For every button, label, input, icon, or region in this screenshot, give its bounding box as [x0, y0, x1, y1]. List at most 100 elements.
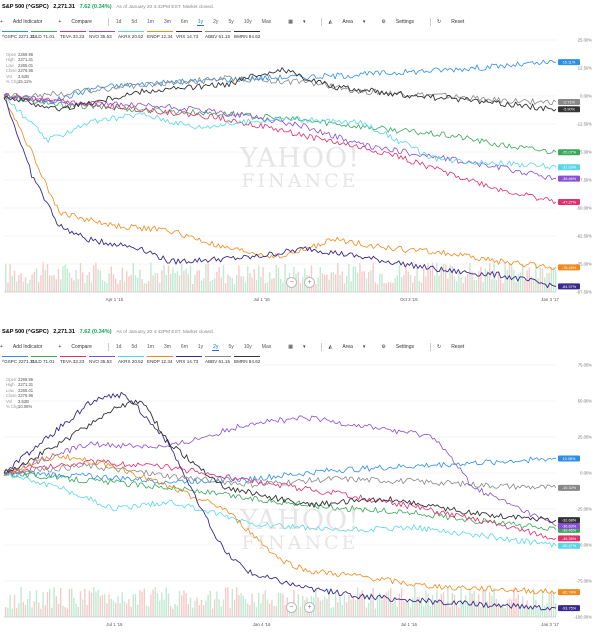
- legend-item-nvo[interactable]: NVO 35.53: [89, 31, 115, 41]
- compare-button[interactable]: + Compare: [58, 19, 100, 25]
- volume-bar: [64, 607, 66, 617]
- legend-item-abbv[interactable]: ABBV 61.15: [205, 31, 231, 41]
- range-button-max[interactable]: Max: [261, 19, 272, 25]
- legend-item-vrx[interactable]: VRX 14.73: [176, 356, 202, 366]
- volume-bar: [62, 605, 64, 617]
- volume-bar: [137, 277, 139, 292]
- volume-bar: [86, 605, 88, 617]
- symbol-label: S&P 500 (^GSPC): [2, 4, 49, 10]
- y-tick-label: -100.00%: [574, 615, 592, 620]
- legend-item-akrx[interactable]: AKRX 20.52: [118, 356, 144, 366]
- volume-bar: [284, 263, 286, 292]
- range-button-2y[interactable]: 2y: [212, 344, 220, 351]
- volume-bar: [414, 275, 416, 292]
- volume-bar: [20, 273, 22, 292]
- volume-bar: [178, 275, 181, 292]
- range-button-5y[interactable]: 5y: [228, 344, 234, 350]
- volume-bar: [500, 279, 502, 292]
- range-button-6m[interactable]: 6m: [180, 344, 188, 350]
- end-label-teva: -47.27%: [558, 198, 580, 205]
- legend-item-abbv[interactable]: ABBV 61.15: [205, 356, 231, 366]
- volume-bar: [203, 605, 205, 617]
- range-button-5y[interactable]: 5y: [228, 19, 234, 25]
- volume-bar: [403, 274, 405, 292]
- legend-item-endp[interactable]: ENDP 12.34: [147, 31, 173, 41]
- range-button-1d[interactable]: 1d: [115, 19, 122, 25]
- volume-bar: [233, 283, 236, 292]
- volume-bar: [396, 606, 398, 617]
- scroll-right-button[interactable]: +: [304, 277, 315, 288]
- legend-item-bmrn[interactable]: BMRN 84.62: [234, 356, 260, 366]
- range-button-3m[interactable]: 3m: [163, 344, 171, 350]
- legend-item-teva[interactable]: TEVA 33.23: [60, 31, 86, 41]
- range-button-1m[interactable]: 1m: [147, 344, 154, 350]
- scroll-right-button[interactable]: +: [304, 602, 315, 613]
- volume-bar: [414, 587, 416, 617]
- ohlc-label: High: [6, 57, 15, 63]
- volume-bar: [280, 279, 282, 292]
- legend-item-endp[interactable]: ENDP 12.34: [147, 356, 173, 366]
- range-button-10y[interactable]: 10y: [243, 344, 252, 350]
- reset-button[interactable]: ↻ Reset: [437, 344, 472, 350]
- range-button-6m[interactable]: 6m: [180, 19, 188, 25]
- volume-bar: [273, 278, 275, 292]
- legend-item-teva[interactable]: TEVA 33.23: [60, 356, 86, 366]
- range-button-10y[interactable]: 10y: [243, 19, 252, 25]
- range-button-1y[interactable]: 1y: [196, 19, 205, 26]
- volume-bar: [57, 268, 60, 292]
- chart-type-button[interactable]: ◭ Area ▾: [328, 19, 373, 25]
- settings-button[interactable]: ⚙ Settings: [381, 19, 422, 25]
- volume-bar: [390, 282, 392, 292]
- volume-bar: [214, 278, 216, 292]
- range-button-1y[interactable]: 1y: [197, 344, 204, 350]
- legend-item-nvo[interactable]: NVO 35.53: [89, 356, 115, 366]
- volume-bar: [513, 269, 515, 292]
- volume-bar: [130, 606, 132, 617]
- legend-item-gspc[interactable]: ^GSPC 2271.31: [2, 31, 35, 41]
- volume-bar: [504, 262, 506, 292]
- range-button-1d[interactable]: 1d: [115, 344, 122, 350]
- legend-item-vrx[interactable]: VRX 14.73: [176, 31, 202, 41]
- add-indicator-button[interactable]: + Add Indicator: [0, 19, 50, 25]
- quote-header: S&P 500 (^GSPC) 2,271.31 7.62 (0.34%) As…: [2, 329, 214, 341]
- range-button-5d[interactable]: 5d: [131, 344, 138, 350]
- volume-bar: [335, 593, 337, 617]
- end-label-text: -36.86%: [562, 177, 577, 181]
- volume-bar: [176, 271, 178, 292]
- volume-bar: [394, 596, 396, 617]
- range-button-max[interactable]: Max: [261, 344, 272, 350]
- ohlc-label: Low: [6, 387, 14, 393]
- volume-bar: [368, 603, 370, 617]
- volume-bar: [22, 281, 24, 292]
- scroll-left-button[interactable]: −: [286, 277, 297, 288]
- chart-type-button[interactable]: ◭ Area ▾: [328, 344, 373, 350]
- volume-bar: [508, 264, 511, 292]
- legend-item-akrx[interactable]: AKRX 20.52: [118, 31, 144, 41]
- range-button-1m[interactable]: 1m: [147, 19, 154, 25]
- calendar-button[interactable]: ▦ ▾: [288, 19, 313, 25]
- range-button-3m[interactable]: 3m: [163, 19, 171, 25]
- add-indicator-button[interactable]: + Add Indicator: [0, 344, 50, 350]
- volume-bar: [409, 607, 412, 617]
- volume-bar: [71, 588, 73, 617]
- range-button-5d[interactable]: 5d: [131, 19, 138, 25]
- volume-bar: [544, 605, 546, 617]
- reset-button[interactable]: ↻ Reset: [437, 19, 472, 25]
- calendar-button[interactable]: ▦ ▾: [288, 344, 313, 350]
- compare-label: Compare: [71, 19, 92, 25]
- end-label-text: -36.83%: [562, 524, 577, 528]
- legend-item-bmrn[interactable]: BMRN 84.62: [234, 31, 260, 41]
- legend-item-gspc[interactable]: ^GSPC 2271.31: [2, 356, 35, 366]
- volume-bar: [359, 262, 361, 292]
- range-button-2y[interactable]: 2y: [213, 19, 219, 25]
- series-line-abbv: [3, 462, 557, 490]
- volume-bar: [42, 592, 44, 617]
- settings-button[interactable]: ⚙ Settings: [381, 344, 422, 350]
- compare-button[interactable]: + Compare: [58, 344, 100, 350]
- scroll-left-button[interactable]: −: [286, 602, 297, 613]
- volume-bar: [277, 267, 280, 292]
- volume-bar: [370, 270, 372, 292]
- volume-bar: [18, 603, 20, 617]
- legend-item-gild[interactable]: GILD 71.01: [31, 356, 57, 366]
- legend-item-gild[interactable]: GILD 71.01: [31, 31, 57, 41]
